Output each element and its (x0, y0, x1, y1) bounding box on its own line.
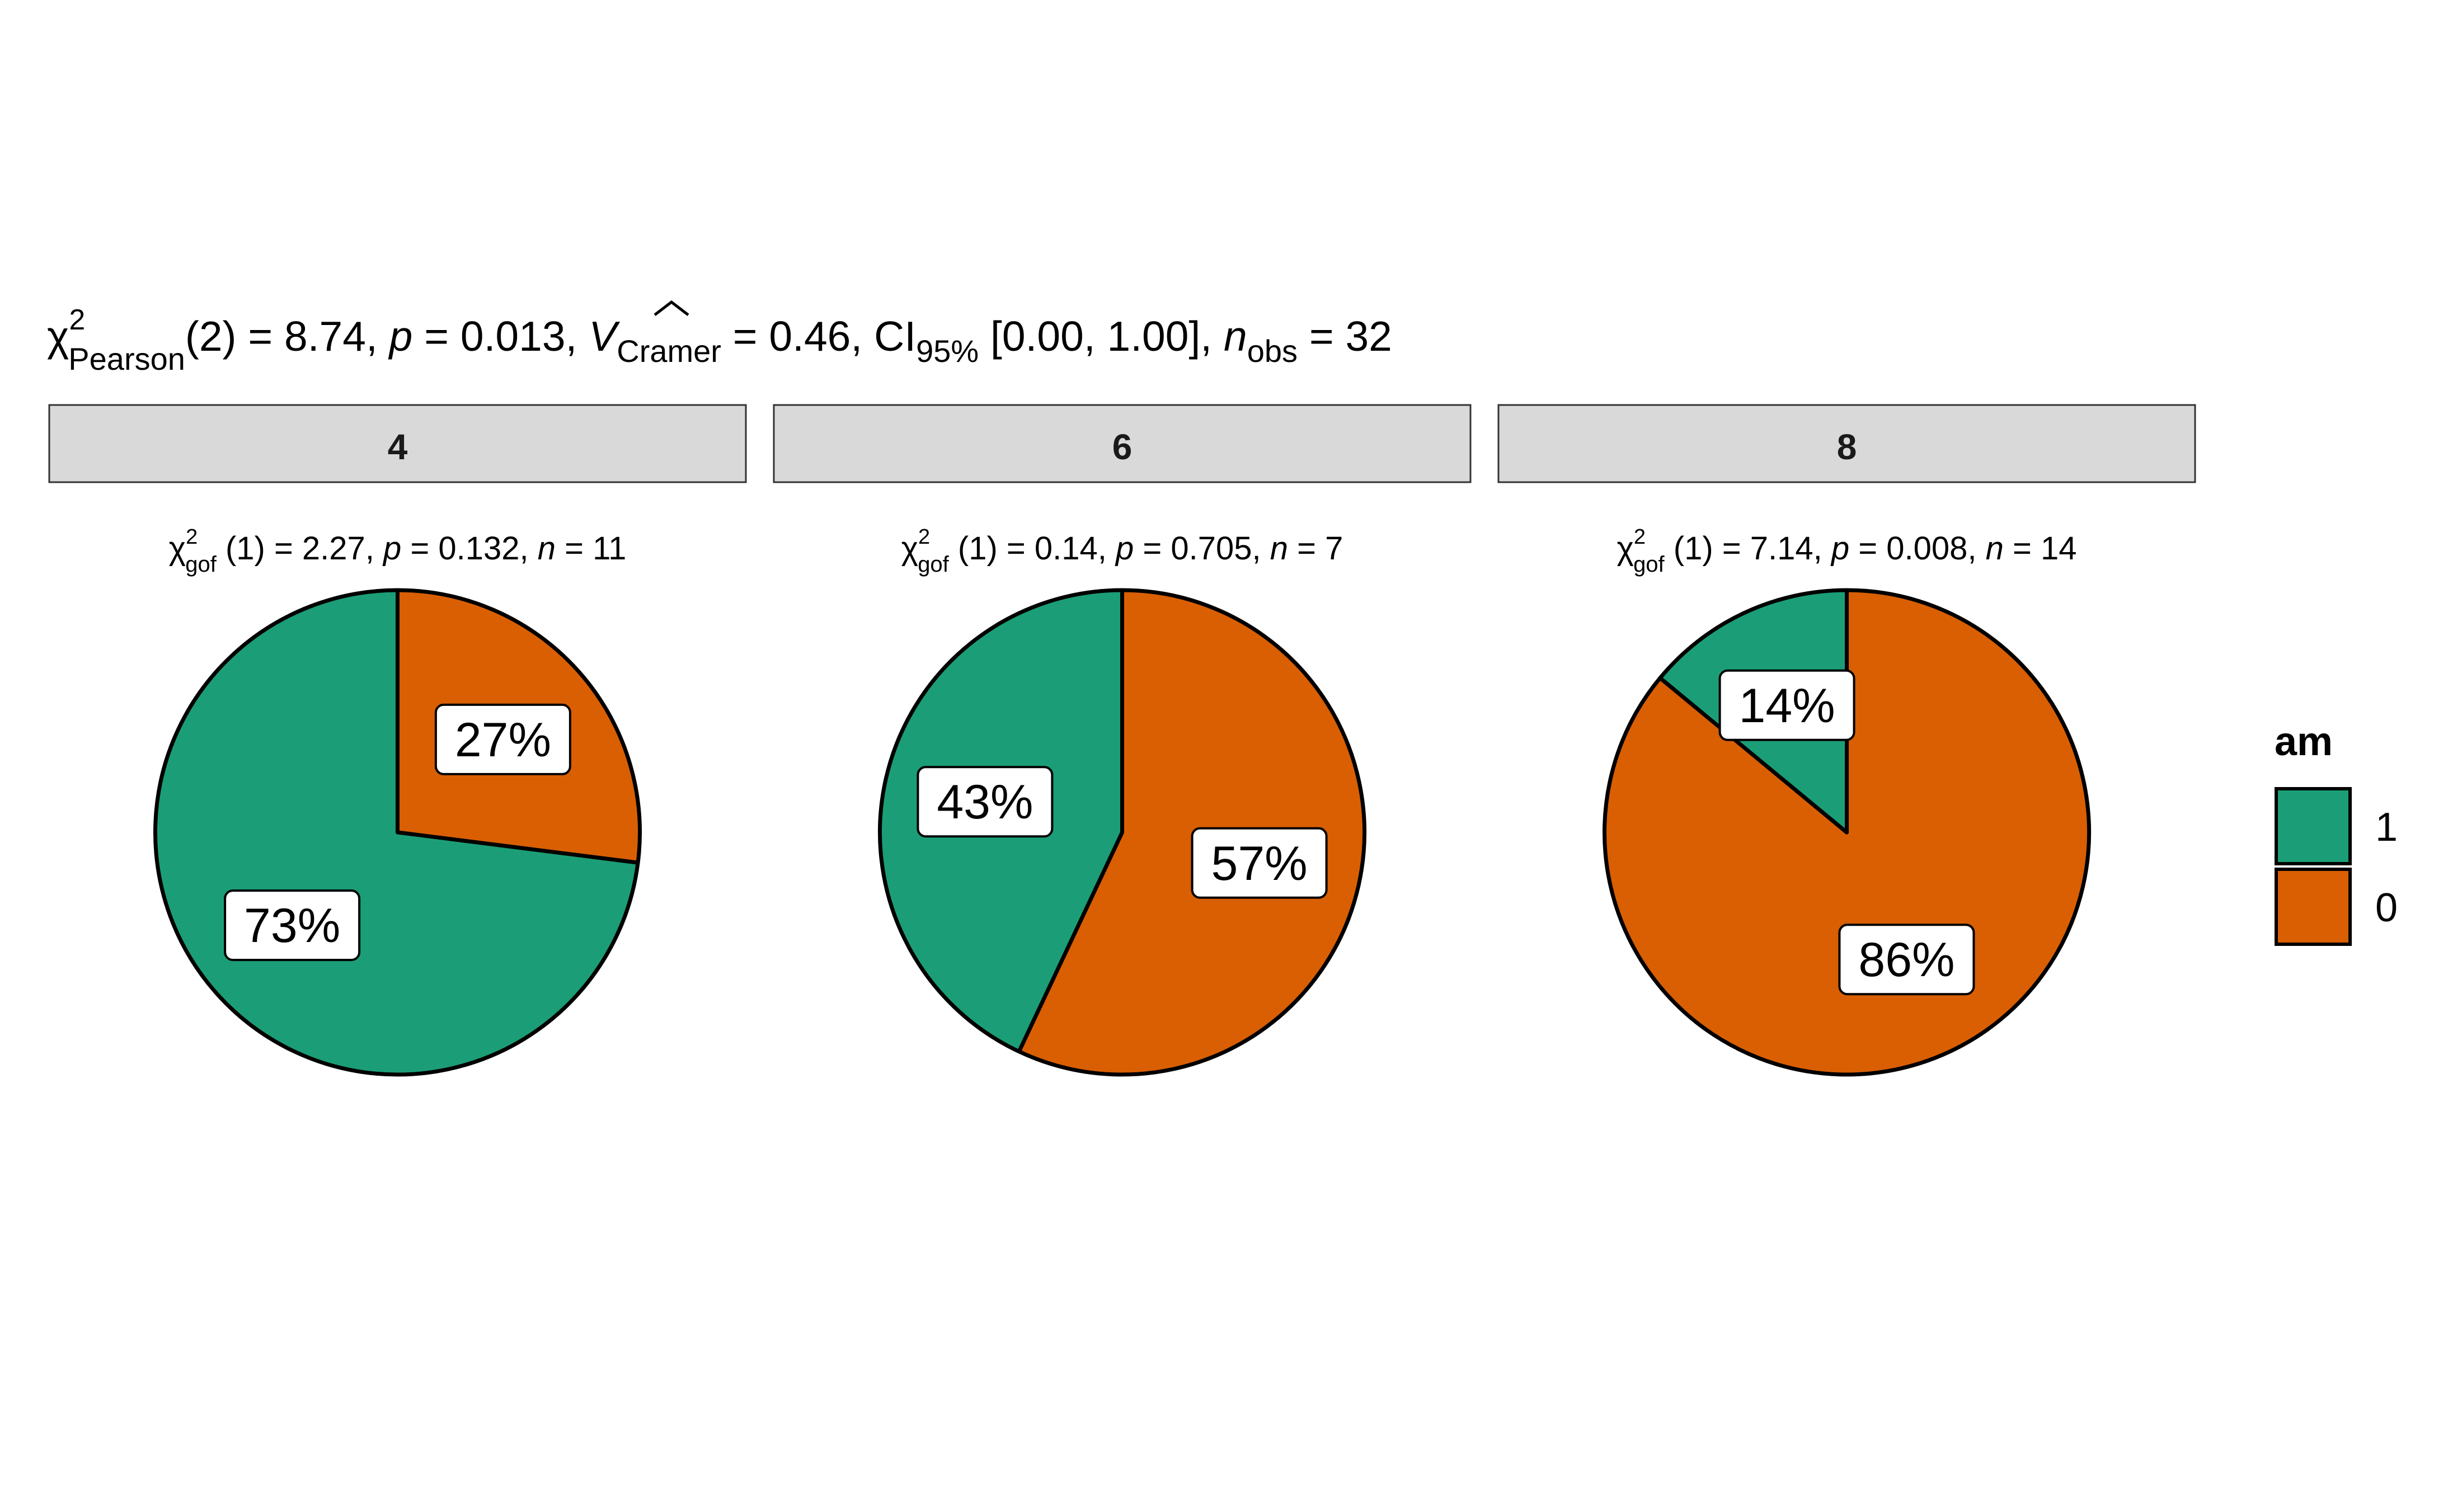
facet-6: 6 χ2 gof (1) = 0.14, p = 0.705, n = 7 57% 43… (773, 404, 1472, 1077)
facet-strip-label: 6 (1112, 427, 1133, 467)
legend-key-0 (2275, 868, 2352, 946)
facet-4: 4 χ2 gof (1) = 2.27, p = 0.132, n = 11 27% 7… (48, 404, 747, 1077)
facet-strip-label: 4 (388, 427, 408, 467)
cramer-v-symbol: V (589, 313, 620, 360)
legend-label-1: 1 (2375, 805, 2398, 850)
legend: am 1 0 (2275, 719, 2398, 946)
facet-panels: 4 χ2 gof (1) = 2.27, p = 0.132, n = 11 27% 7… (48, 404, 2196, 1077)
slice-label-box-0 (434, 703, 571, 775)
slice-label-box-1 (917, 766, 1054, 838)
legend-title: am (2275, 719, 2333, 764)
slice-label-0: 57% (1211, 837, 1308, 891)
slice-label-1: 73% (244, 899, 340, 953)
slice-label-0: 86% (1858, 933, 1954, 987)
slice-label-1: 43% (937, 775, 1033, 829)
slice-label-box-0 (1191, 827, 1328, 899)
slice-label-box-1 (1718, 669, 1855, 741)
pie-slice-0 (1017, 588, 1366, 1077)
slice-label-box-0 (1838, 924, 1975, 996)
chart-title: χ2 Pearson(2) = 8.74, p = 0.013, VCramer … (47, 304, 1392, 376)
facet-strip (48, 404, 747, 483)
legend-label-0: 0 (2375, 885, 2398, 930)
cramer-v-hat (654, 300, 689, 316)
facet-subtitle: χ2 gof (1) = 7.14, p = 0.008, n = 14 (1617, 525, 2076, 577)
slice-label-1: 14% (1738, 679, 1835, 733)
facet-strip (1497, 404, 2196, 483)
facet-strip-label: 8 (1837, 427, 1857, 467)
facet-subtitle: χ2 gof (1) = 0.14, p = 0.705, n = 7 (901, 525, 1343, 577)
slice-label-0: 27% (455, 713, 551, 767)
legend-key-1 (2275, 787, 2352, 865)
facet-subtitle: χ2 gof (1) = 2.27, p = 0.132, n = 11 (169, 525, 627, 577)
facet-strip (773, 404, 1472, 483)
facet-8: 8 χ2 gof (1) = 7.14, p = 0.008, n = 14 86% 1… (1497, 404, 2196, 1077)
slice-label-box-1 (224, 889, 361, 962)
